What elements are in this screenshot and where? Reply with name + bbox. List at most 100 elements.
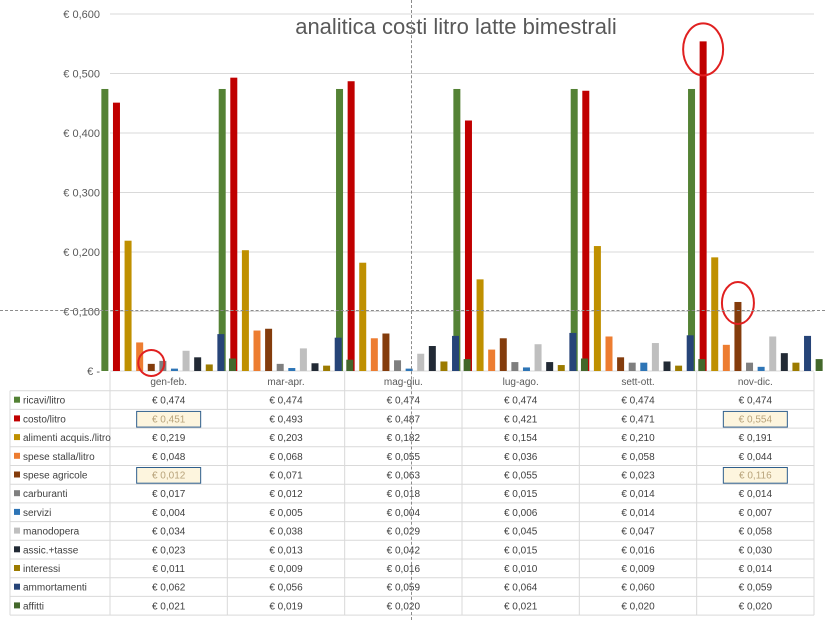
x-category-label: sett-ott. (621, 377, 654, 388)
bar (230, 77, 238, 371)
bar (792, 362, 800, 371)
legend-swatch (14, 434, 20, 441)
bar (170, 368, 178, 371)
bar (452, 335, 460, 371)
data-label: € 0,021 (504, 601, 538, 612)
data-label: € 0,154 (504, 433, 538, 444)
highlight-box (136, 467, 202, 484)
bar (347, 81, 355, 372)
data-label: € 0,018 (387, 489, 421, 500)
bar (288, 368, 296, 371)
data-label: € 0,012 (269, 489, 303, 500)
legend-swatch (14, 565, 20, 571)
bar (686, 335, 694, 371)
x-category-label: gen-feb. (150, 377, 187, 388)
bar (147, 363, 155, 371)
data-label: € 0,493 (269, 414, 303, 425)
y-tick-label: € 0,100 (63, 307, 100, 319)
bar (640, 362, 648, 371)
legend-swatch (14, 602, 20, 609)
data-label: € 0,451 (152, 414, 186, 425)
bar (734, 301, 742, 371)
highlight-box (722, 410, 788, 428)
bar (159, 360, 167, 371)
data-label: € 0,007 (739, 508, 773, 519)
data-label: € 0,030 (739, 545, 773, 556)
data-label: € 0,016 (387, 564, 421, 575)
bar (370, 338, 378, 371)
bar (101, 88, 109, 371)
bar (557, 365, 565, 371)
bar (617, 357, 625, 371)
data-label: € 0,014 (621, 508, 655, 519)
bar (593, 246, 601, 371)
data-label: € 0,045 (504, 527, 538, 538)
data-label: € 0,010 (504, 564, 538, 575)
data-label: € 0,554 (739, 414, 773, 425)
data-label: € 0,014 (739, 489, 773, 500)
data-label: € 0,055 (504, 471, 538, 482)
bar (582, 90, 590, 371)
data-label: € 0,474 (504, 396, 538, 407)
bar (194, 357, 202, 371)
legend-label: spese agricole (23, 471, 88, 482)
data-label: € 0,068 (269, 452, 303, 463)
legend-swatch (14, 471, 20, 478)
legend-swatch (14, 508, 20, 515)
x-category-label: lug-ago. (503, 377, 539, 388)
bar (757, 366, 765, 371)
bar (511, 362, 519, 371)
bar (675, 365, 683, 371)
bar (780, 353, 788, 371)
y-tick-label: € 0,300 (63, 188, 100, 200)
bar (628, 362, 636, 371)
data-label: € 0,474 (269, 396, 303, 407)
legend-label: alimenti acquis./litro (23, 433, 111, 444)
bar (580, 358, 588, 371)
bar (534, 344, 542, 371)
bar (346, 359, 354, 371)
data-label: € 0,071 (269, 471, 303, 482)
data-label: € 0,019 (269, 601, 303, 612)
bar (336, 88, 344, 371)
bar (769, 336, 777, 371)
data-label: € 0,011 (152, 564, 185, 575)
data-label: € 0,012 (152, 471, 186, 482)
data-label: € 0,020 (621, 601, 655, 612)
bar (476, 279, 484, 371)
legend-swatch (14, 527, 20, 534)
bar (711, 257, 719, 371)
data-label: € 0,034 (152, 527, 186, 538)
data-label: € 0,062 (152, 583, 186, 594)
data-label: € 0,015 (504, 545, 538, 556)
bar (440, 361, 448, 371)
bar (405, 368, 413, 371)
annotation-circle (720, 280, 755, 325)
bar (124, 240, 132, 371)
data-label: € 0,487 (387, 414, 421, 425)
data-label: € 0,005 (269, 508, 303, 519)
annotation-circle (137, 349, 166, 377)
data-label: € 0,047 (621, 527, 655, 538)
data-label: € 0,060 (621, 583, 655, 594)
legend-label: affitti (23, 601, 44, 612)
x-category-label: mag-giu. (384, 377, 423, 388)
data-label: € 0,058 (739, 527, 773, 538)
y-tick-label: € 0,500 (63, 69, 100, 81)
data-label: € 0,474 (387, 396, 421, 407)
legend-label: interessi (23, 564, 60, 575)
data-label: € 0,471 (621, 414, 655, 425)
bar (722, 344, 730, 371)
bar (522, 367, 530, 371)
bar (253, 330, 261, 371)
data-label: € 0,203 (269, 433, 303, 444)
bar (804, 335, 812, 371)
bar (323, 365, 331, 371)
data-label: € 0,021 (152, 601, 186, 612)
bar (488, 349, 496, 371)
data-label: € 0,004 (152, 508, 186, 519)
x-category-label: nov-dic. (738, 377, 773, 388)
bar (394, 360, 402, 371)
data-label: € 0,006 (504, 508, 538, 519)
